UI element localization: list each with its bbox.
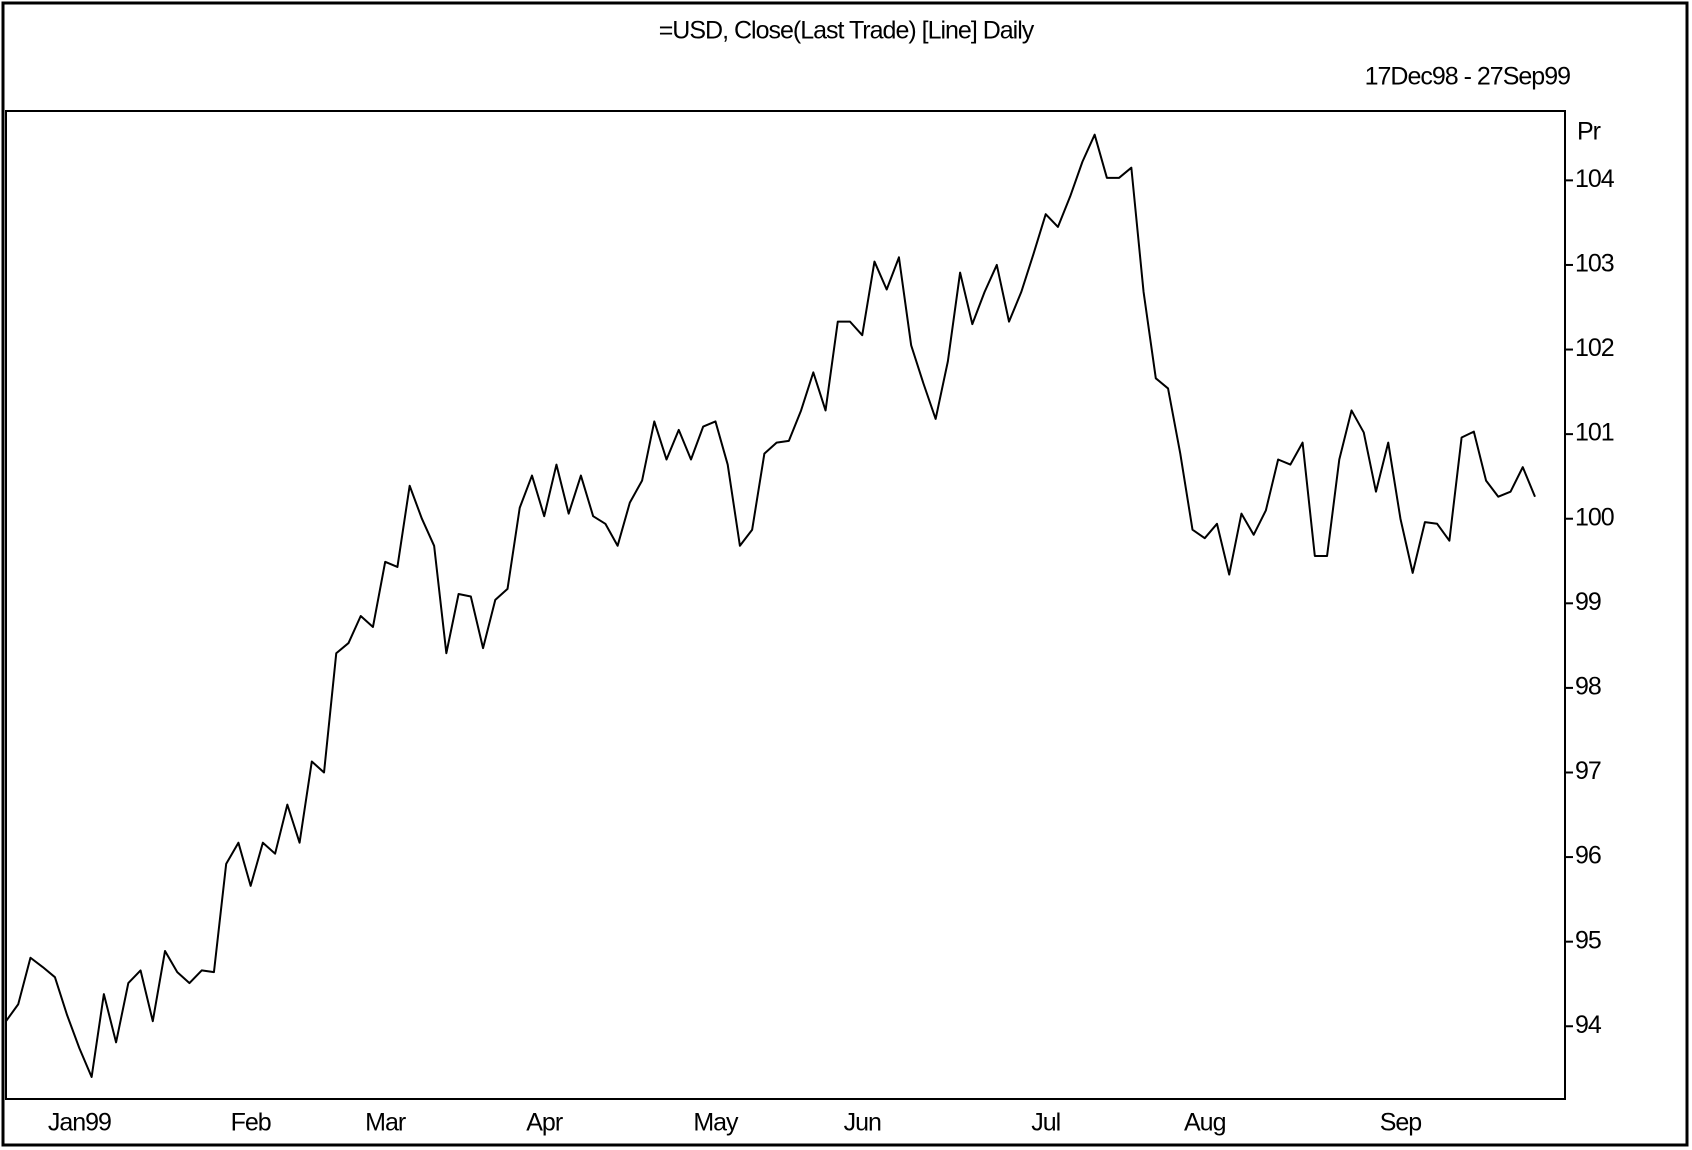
y-tick-label: 100 [1575, 503, 1614, 531]
x-tick-label: Jul [1031, 1109, 1060, 1137]
x-tick-label: Feb [231, 1109, 271, 1137]
x-tick-label: Jun [844, 1109, 881, 1137]
y-tick-label: 97 [1575, 757, 1601, 785]
y-tick-label: 98 [1575, 673, 1601, 701]
y-tick-label: 95 [1575, 926, 1601, 954]
y-tick-label: 102 [1575, 334, 1614, 362]
y-tick-label: 99 [1575, 588, 1601, 616]
y-axis-label: Pr [1577, 118, 1601, 146]
x-tick-label: Sep [1380, 1109, 1422, 1137]
price-line [5, 133, 1536, 1079]
x-tick-label: May [693, 1109, 739, 1137]
y-tick-label: 94 [1575, 1011, 1602, 1039]
y-tick-label: 104 [1575, 165, 1615, 193]
x-tick-label: Mar [365, 1109, 406, 1137]
y-tick-label: 96 [1575, 842, 1601, 870]
chart-title: =USD, Close(Last Trade) [Line] Daily [659, 17, 1035, 45]
x-tick-label: Aug [1184, 1109, 1226, 1137]
y-tick-label: 101 [1575, 419, 1614, 447]
y-tick-label: 103 [1575, 250, 1614, 278]
x-tick-label: Jan99 [48, 1109, 111, 1137]
plot-frame [5, 110, 1566, 1100]
x-tick-label: Apr [526, 1109, 563, 1137]
chart-subtitle: 17Dec98 - 27Sep99 [1365, 63, 1570, 91]
